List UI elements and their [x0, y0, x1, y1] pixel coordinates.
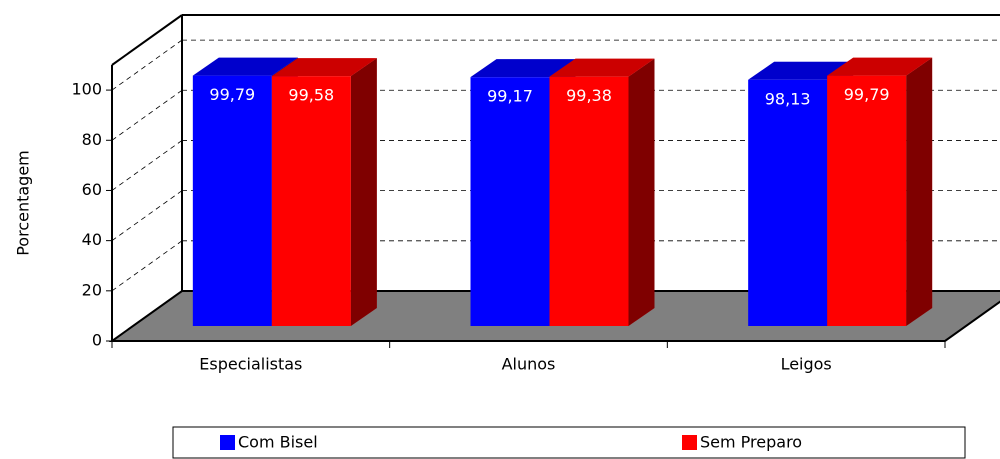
- value-label: 99,38: [566, 86, 612, 105]
- bar-side-shade: [906, 57, 933, 326]
- bar-top-shade: [748, 61, 854, 80]
- x-tick-label: Alunos: [502, 355, 556, 374]
- value-label: 99,79: [209, 85, 255, 104]
- bar-top: [827, 57, 933, 76]
- y-tick-label: 40: [82, 230, 102, 249]
- bar-side-shade: [350, 58, 377, 327]
- x-tick-label: Leigos: [781, 355, 832, 374]
- legend-label: Com Bisel: [238, 433, 318, 452]
- wall-edge: [111, 14, 183, 66]
- bar-top: [470, 59, 576, 78]
- x-tick-label: Especialistas: [199, 355, 302, 374]
- value-label: 99,79: [844, 85, 890, 104]
- y-tick-label: 20: [82, 280, 102, 299]
- bar: [748, 79, 828, 327]
- value-label: 99,58: [288, 86, 334, 105]
- left-wall: [112, 14, 182, 341]
- value-label: 98,13: [765, 89, 811, 108]
- bar: [827, 75, 907, 326]
- y-tick-label: 100: [71, 80, 102, 99]
- bar-top-shade: [271, 58, 377, 77]
- y-tick-label: 60: [82, 180, 102, 199]
- bar-top-shade: [192, 57, 298, 76]
- bar-top-shade: [470, 59, 576, 78]
- bar: [271, 76, 351, 326]
- bar: [192, 75, 272, 326]
- bar-top: [748, 61, 854, 80]
- value-label: 99,17: [487, 87, 533, 106]
- y-tick-label: 80: [82, 130, 102, 149]
- bar-top-shade: [827, 57, 933, 76]
- y-axis-label: Porcentagem: [14, 150, 33, 256]
- legend-box: [172, 426, 966, 459]
- bar-top: [192, 57, 298, 76]
- bar-top: [271, 58, 377, 77]
- legend-swatch: [682, 435, 697, 450]
- bar-top-shade: [549, 58, 655, 77]
- bar-side-shade: [628, 58, 655, 326]
- legend-label: Sem Preparo: [700, 433, 802, 452]
- bar-top: [549, 58, 655, 77]
- legend-swatch: [220, 435, 235, 450]
- bar: [549, 76, 629, 326]
- bar: [470, 77, 550, 326]
- y-tick-label: 0: [92, 331, 102, 350]
